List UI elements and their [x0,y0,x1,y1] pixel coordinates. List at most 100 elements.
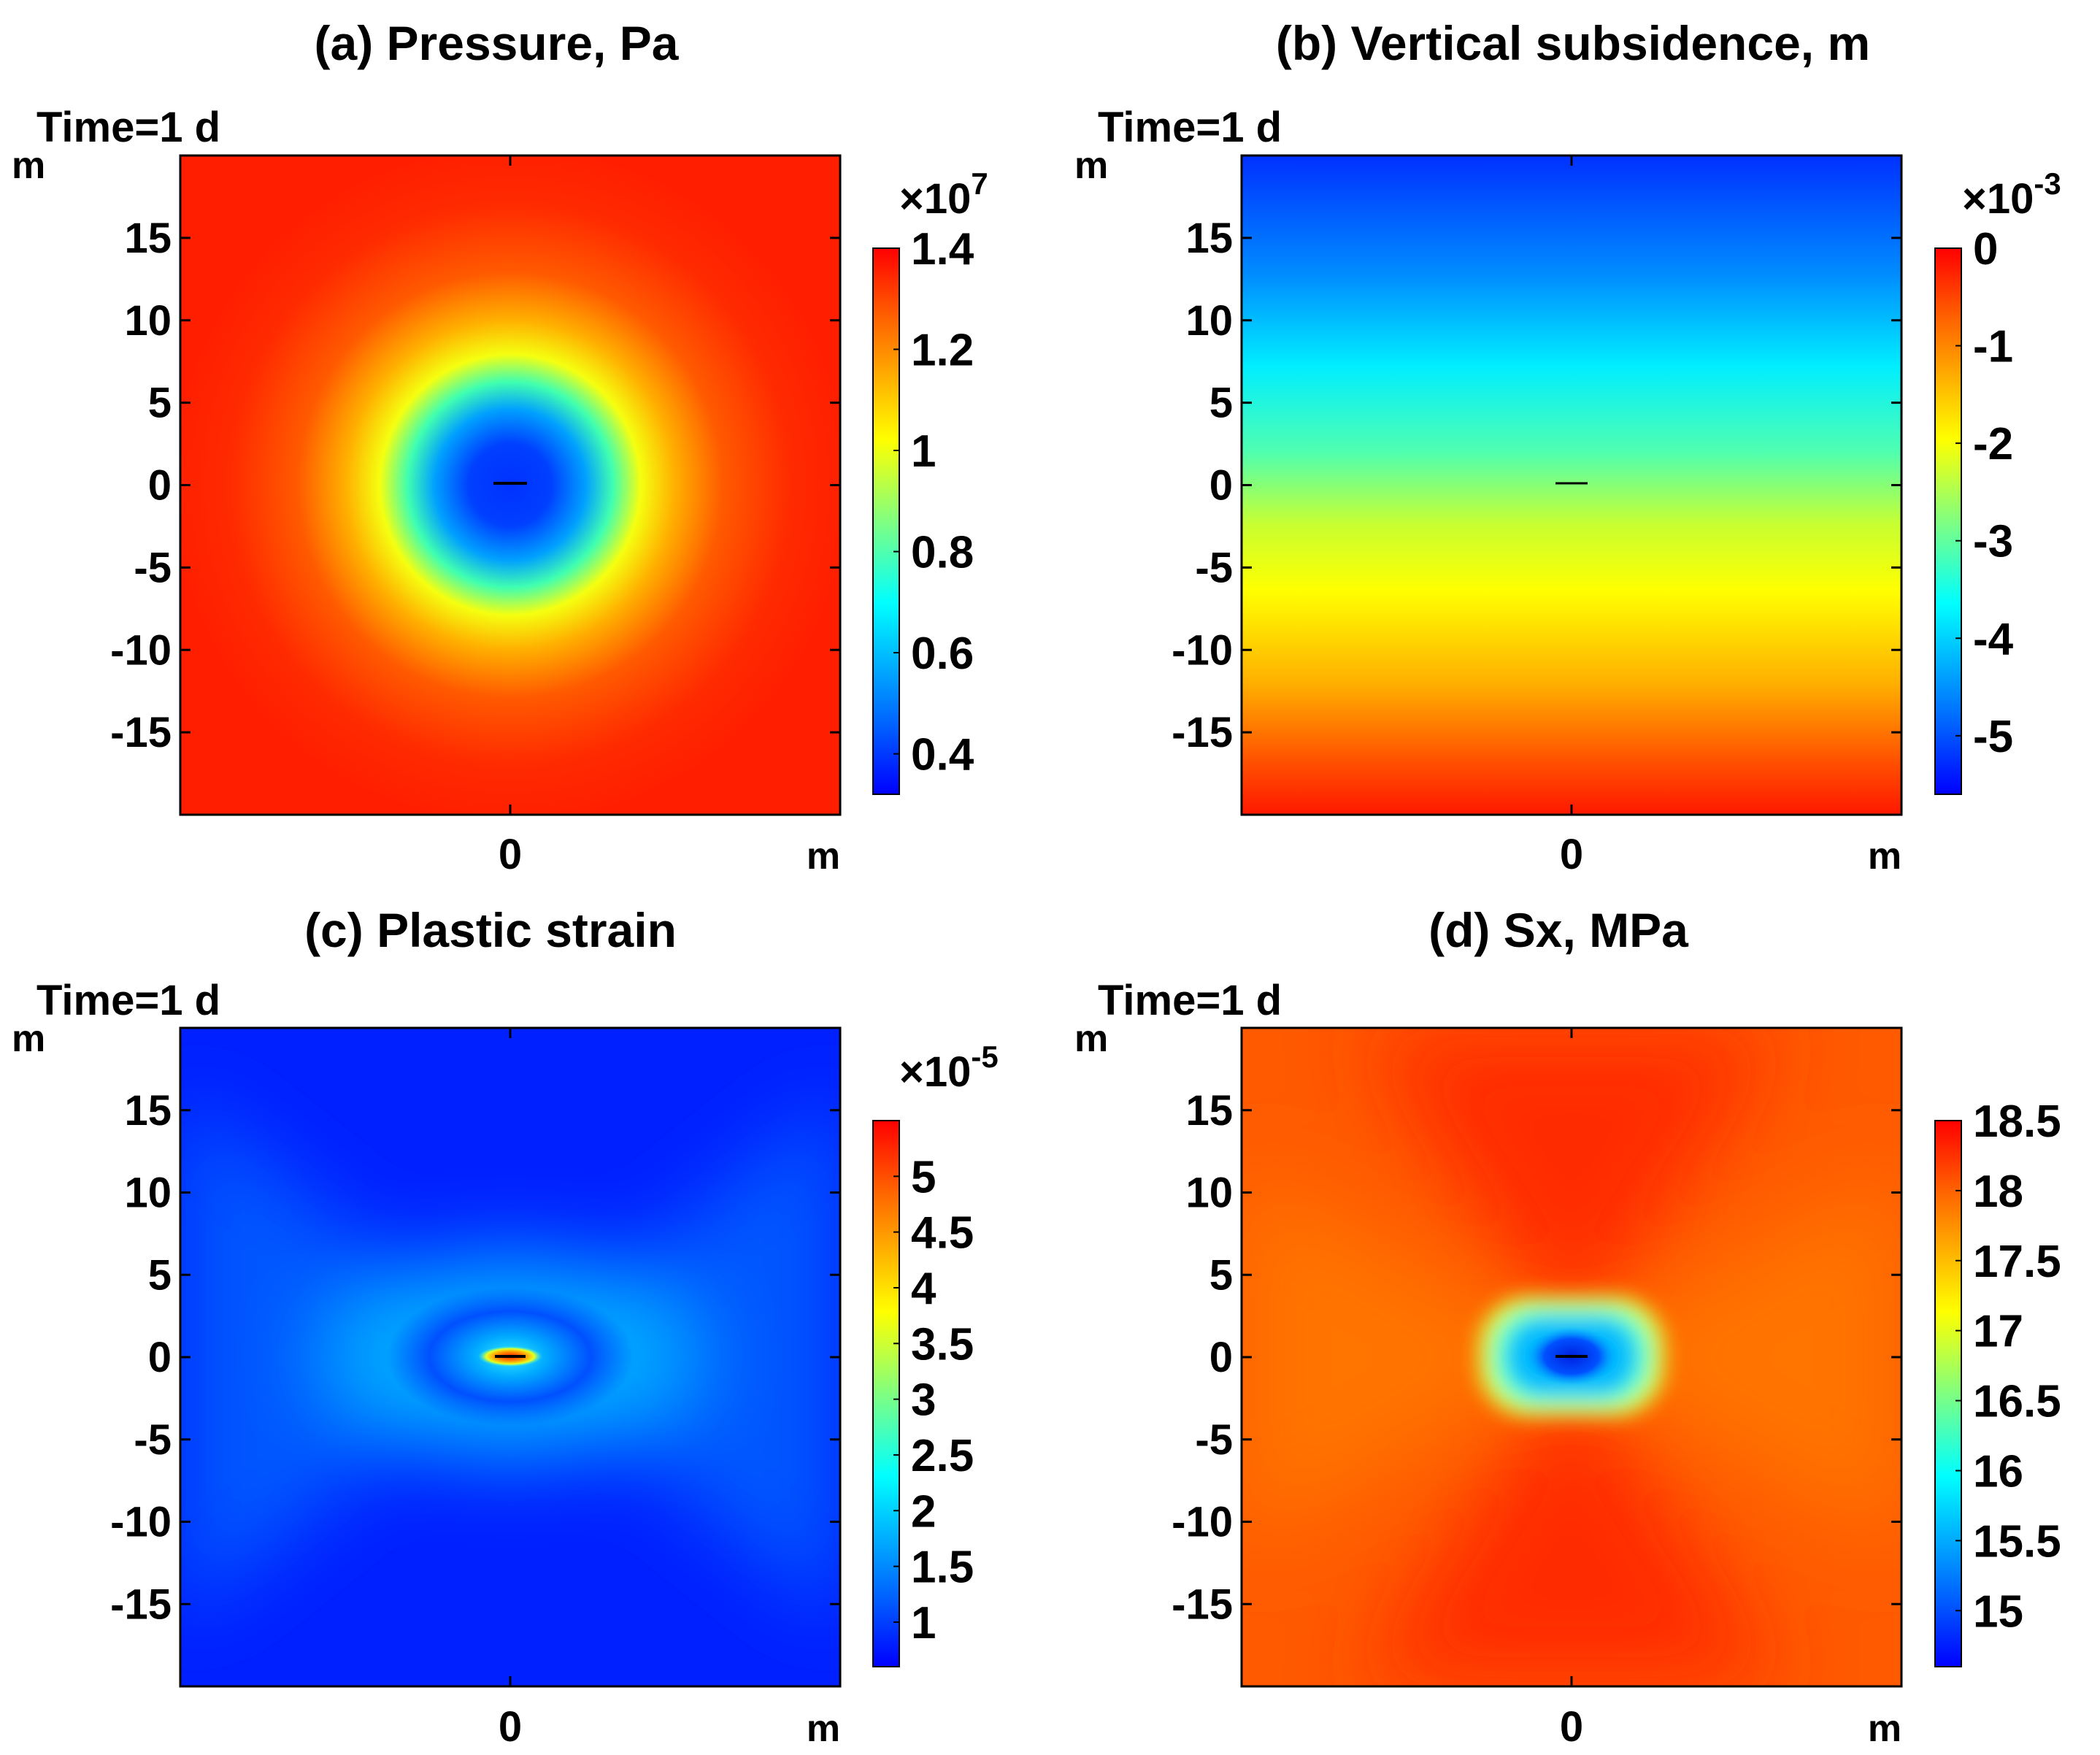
panel-a-colorbar-tick-label: 0.4 [911,730,974,780]
panel-c-colorbar-tick-label: 3.5 [911,1319,974,1370]
panel-d-colorbar-tick-label: 15 [1973,1586,2023,1637]
panel-a-y-tick-label: 15 [124,215,172,262]
panel-d-heatmap [1242,1028,1901,1686]
panel-d-colorbar-tick-label: 18 [1973,1167,2023,1217]
panel-c: (c) Plastic strain Time=1 d m 151050-5-1… [12,903,999,1751]
panel-d-y-tick-label: -15 [1172,1581,1233,1628]
panel-a-y-tick-label: -10 [110,626,172,674]
panel-d-colorbar-tick-label: 16 [1973,1446,2023,1497]
panel-a-y-tick-label: 10 [124,297,172,345]
panel-c-colorbar-ticks: 5 4.543.532.52 1.51 [893,1152,974,1648]
panel-b-y-tick-label: 15 [1185,215,1233,262]
panel-c-colorbar-tick-label: 2 [911,1486,936,1537]
panel-d-y-unit: m [1074,1018,1108,1060]
panel-b-y-tick-label: 10 [1185,297,1233,345]
panel-c-y-tick-label: 0 [148,1334,172,1381]
panel-b-y-tick-label: 5 [1209,380,1233,427]
panel-a-x-unit: m [807,835,840,878]
panel-d-y-tick-label: 15 [1185,1087,1233,1134]
panel-c-colorbar: 5 4.543.532.52 1.51 ×10-5 [872,1040,999,1667]
panel-b-colorbar-ticks: 0 -1 -2 -3 -4 -5 [1955,224,2014,762]
panel-c-y-tick-label: -15 [110,1581,172,1628]
panel-a-y-ticks: 15 10 5 0 -5 -10 -15 [110,155,840,815]
panel-c-colorbar-tick-label: 3 [911,1375,936,1426]
panel-c-y-tick-label: 10 [124,1170,172,1217]
panel-d-colorbar-tick-label: 17.5 [1973,1237,2061,1287]
panel-d-colorbar-tick-label: 18.5 [1973,1097,2061,1147]
panel-a-colorbar-tick-label: 1.4 [911,224,974,274]
panel-c-colorbar-tick-label: 1 [911,1598,936,1648]
panel-b-colorbar-multiplier: ×10-3 [1962,166,2061,223]
panel-b: (b) Vertical subsidence, m Time=1 d m 15… [1074,16,2061,878]
panel-c-time-label: Time=1 d [36,977,220,1024]
panel-b-colorbar: 0 -1 -2 -3 -4 -5 ×10-3 [1934,166,2061,795]
panel-a-y-tick-label: 5 [148,380,172,427]
panel-a-colorbar-multiplier: ×107 [899,166,988,223]
panel-b-colorbar-tick-label: -3 [1973,517,2013,567]
panel-d-colorbar-tick-label: 15.5 [1973,1516,2061,1567]
panel-c-y-unit: m [12,1018,45,1060]
panel-b-title: (b) Vertical subsidence, m [1276,16,1870,70]
panel-a-colorbar-tick-label: 0.8 [911,528,974,578]
panel-d-y-tick-label: 0 [1209,1334,1233,1381]
panel-d-colorbar-ticks: 18.5 18 17.5 17 16.5 16 15.5 15 [1955,1097,2061,1637]
panel-c-colorbar-tick-label: 1.5 [911,1543,974,1593]
panel-c-colorbar-multiplier: ×10-5 [899,1040,999,1096]
panel-d-colorbar-tick-label: 16.5 [1973,1377,2061,1427]
panel-b-colorbar-tick-label: -1 [1973,322,2013,372]
panel-c-y-tick-label: -5 [134,1416,172,1464]
panel-b-y-ticks: 15 10 5 0 -5 -10 -15 [1172,155,1901,815]
panel-c-x-unit: m [807,1708,840,1750]
panel-b-y-tick-label: 0 [1209,462,1233,510]
panel-b-y-tick-label: -15 [1172,709,1233,756]
panel-d-title: (d) Sx, MPa [1428,903,1689,957]
panel-c-y-tick-label: 5 [148,1251,172,1299]
panel-b-colorbar-tick-label: -2 [1973,419,2013,469]
panel-a-y-tick-label: -5 [134,544,172,591]
panel-c-x-tick-0: 0 [499,1703,522,1751]
panel-a: (a) Pressure, Pa Time=1 d m 151050-5-10-… [12,16,988,878]
panel-a-x-tick-0: 0 [499,831,522,878]
panel-c-y-ticks: 15 10 5 0 -5 -10 -15 [110,1028,840,1686]
panel-d-x-tick-0: 0 [1560,1703,1583,1751]
panel-d-colorbar-tick-label: 17 [1973,1307,2023,1357]
panel-b-colorbar-tick-label: -5 [1973,712,2013,762]
panel-c-colorbar-tick-label: 2.5 [911,1431,974,1481]
panel-a-title: (a) Pressure, Pa [315,16,680,70]
panel-d-y-ticks: 15 10 5 0 -5 -10 -15 [1172,1028,1901,1686]
panel-b-time-label: Time=1 d [1098,104,1282,151]
panel-d-x-unit: m [1868,1708,1901,1750]
panel-b-y-tick-label: -5 [1195,544,1233,591]
panel-c-y-tick-label: 15 [124,1087,172,1134]
panel-b-colorbar-tick-label: -4 [1973,614,2014,664]
panel-c-y-tick-label: -10 [110,1499,172,1546]
panel-b-x-unit: m [1868,835,1901,878]
panel-d-colorbar: 18.5 18 17.5 17 16.5 16 15.5 15 [1934,1097,2061,1667]
panel-a-time-label: Time=1 d [36,104,220,151]
panel-c-colorbar-tick-label: 5 [911,1152,936,1202]
panel-b-heatmap [1242,155,1901,815]
panel-a-y-tick-label: -15 [110,709,172,756]
panel-b-y-unit: m [1074,145,1108,187]
panel-a-colorbar-ticks: 1.4 1.2 1 0.8 0.6 0.4 [893,224,974,780]
panel-d-time-label: Time=1 d [1098,977,1282,1024]
panel-d-y-tick-label: -5 [1195,1416,1233,1464]
panel-a-colorbar-tick-label: 1 [911,426,936,477]
panel-a-y-unit: m [12,145,45,187]
panel-b-x-tick-0: 0 [1560,831,1583,878]
panel-d-y-tick-label: 5 [1209,1251,1233,1299]
panel-a-colorbar-tick-label: 0.6 [911,629,974,679]
panel-a-y-tick-label: 0 [148,462,172,510]
panel-c-title: (c) Plastic strain [304,903,677,957]
panel-d-y-tick-label: 10 [1185,1170,1233,1217]
panel-d-y-tick-label: -10 [1172,1499,1233,1546]
panel-c-colorbar-tick-label: 4 [911,1264,936,1314]
panel-a-heatmap [180,155,840,815]
panel-a-colorbar: 1.4 1.2 1 0.8 0.6 0.4 ×107 [872,166,988,795]
panel-b-y-tick-label: -10 [1172,626,1233,674]
panel-b-colorbar-tick-label: 0 [1973,224,1998,274]
panel-a-colorbar-tick-label: 1.2 [911,326,974,376]
panel-c-colorbar-tick-label: 4.5 [911,1208,974,1259]
